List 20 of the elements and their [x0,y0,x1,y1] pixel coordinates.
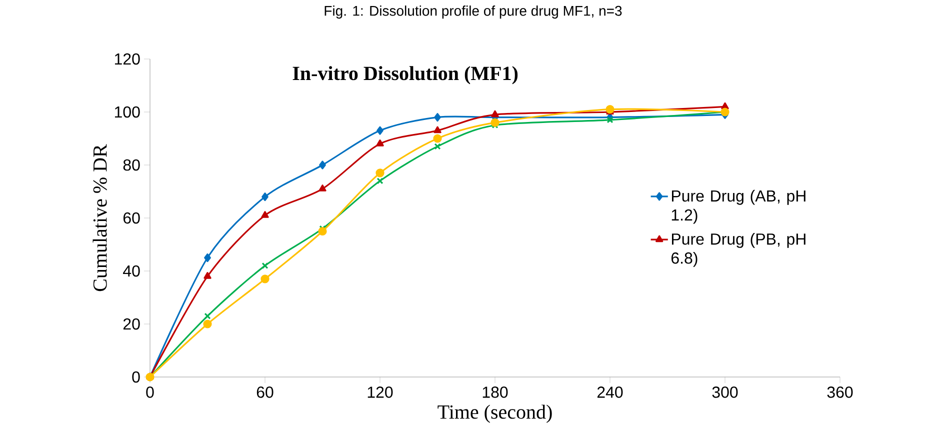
caption: Fig. 1: Dissolution profile of pure drug MF1, n=3 [324,6,622,19]
x-tick-label: 300 [712,386,738,398]
y-tick-label: 40 [123,265,140,277]
legend-label: Pure Drug (PB, pH 6.8) [671,233,806,267]
y-tick-label: 100 [114,106,140,118]
x-tick-label: 180 [482,386,508,398]
x-axis-title: Time (second) [438,404,552,423]
x-tick-label: 0 [146,386,154,398]
legend-label: Pure Drug (AB, pH 1.2) [672,190,806,224]
x-tick-label: 360 [827,386,853,398]
y-axis-title: Cumulative % DR [92,144,107,292]
y-tick-label: 120 [114,53,140,65]
chart-title: In-vitro Dissolution (MF1) [292,66,518,84]
x-tick-label: 240 [597,386,623,398]
x-tick-label: 120 [368,386,393,398]
x-tick-label: 60 [256,386,274,398]
y-tick-label: 20 [123,318,140,330]
y-tick-label: 80 [123,159,140,171]
y-tick-label: 60 [123,212,140,224]
y-tick-label: 0 [132,371,140,383]
